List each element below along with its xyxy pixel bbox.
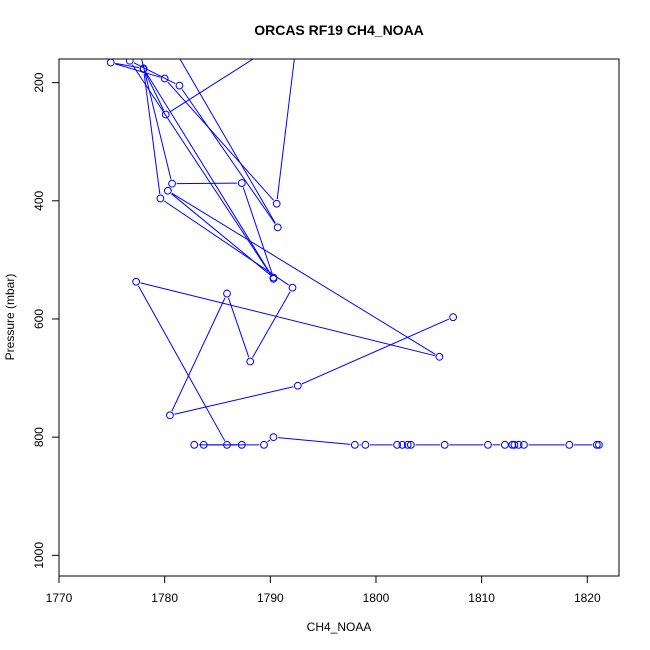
x-tick-label: 1810 [468,591,495,605]
data-point [406,440,415,449]
data-point [565,440,574,449]
data-point [293,381,302,390]
data-point [163,186,172,195]
data-point [510,440,519,449]
x-tick-label: 1770 [46,591,73,605]
series-lines [115,59,593,446]
x-tick-label: 1800 [363,591,390,605]
data-point [361,440,370,449]
series-line-segment [171,192,436,355]
series-line-segment [143,73,161,194]
series-line-segment [137,285,226,442]
y-tick-label: 600 [32,309,46,329]
series-line-segment [174,386,294,415]
data-point [246,357,255,366]
data-point [595,440,603,449]
series-line-segment [141,59,172,180]
series-line-segment [171,297,226,412]
data-point [514,440,523,449]
data-point [156,20,163,27]
chart-title: ORCAS RF19 CH4_NOAA [254,22,424,38]
series-line-segment [115,62,140,69]
series-line-segment [169,59,255,113]
data-point [237,179,246,187]
series-line-segment [133,62,176,84]
data-point [500,440,509,449]
data-point [223,440,231,449]
data-point [592,440,601,449]
series-line-segment [276,59,295,200]
data-point [132,277,141,286]
data-point [175,81,184,90]
series-line-segment [145,72,272,276]
data-point [106,59,115,67]
series-line-segment [301,318,450,385]
data-point [269,273,278,282]
data-point [223,289,231,298]
data-point [288,283,297,292]
series-line-segment [167,81,274,201]
data-point [190,440,199,449]
x-tick-label: 1820 [574,591,601,605]
data-point [166,411,174,420]
y-axis-label: Pressure (mbar) [3,274,17,361]
data-point [160,74,169,83]
data-point [156,194,165,203]
series-line-segment [115,63,161,78]
data-point [161,110,170,119]
x-axis-ticks: 1770 1780 1790 1800 1810 1820 [46,576,601,605]
data-point [273,223,282,232]
data-point [440,440,449,449]
data-point [130,20,137,27]
y-tick-label: 1000 [32,542,46,569]
series-line-segment [242,187,273,274]
data-point [125,59,134,65]
series-line-segment [278,437,351,445]
y-tick-label: 800 [32,427,46,447]
data-point [260,440,268,449]
series-line-segment [252,291,291,358]
data-point [139,64,148,73]
y-tick-label: 400 [32,190,46,210]
x-tick-label: 1790 [257,591,284,605]
data-point [403,440,412,449]
data-point [449,313,458,322]
data-point [435,352,444,361]
y-axis-ticks: 200 400 600 800 1000 [32,72,59,569]
data-point [272,199,281,208]
x-axis-label: CH4_NOAA [307,620,372,634]
data-point [520,440,528,449]
series-line-segment [171,193,271,276]
series-line-segment [267,439,271,443]
y-tick-label: 200 [32,72,46,92]
series-line-segment [228,297,250,358]
series-line-segment [140,282,436,357]
data-point [393,440,402,449]
series-line-segment [145,72,165,111]
x-tick-label: 1780 [151,591,178,605]
plot-frame [58,58,620,577]
data-point [199,440,208,449]
series-line-segment [176,182,238,185]
data-point [168,179,176,188]
series-points [106,20,603,449]
data-point [484,440,492,449]
data-point [398,440,407,449]
series-line-segment [179,59,276,224]
data-point [350,440,359,449]
data-point [269,433,278,442]
series-line-segment [181,89,276,224]
data-point [237,440,246,449]
